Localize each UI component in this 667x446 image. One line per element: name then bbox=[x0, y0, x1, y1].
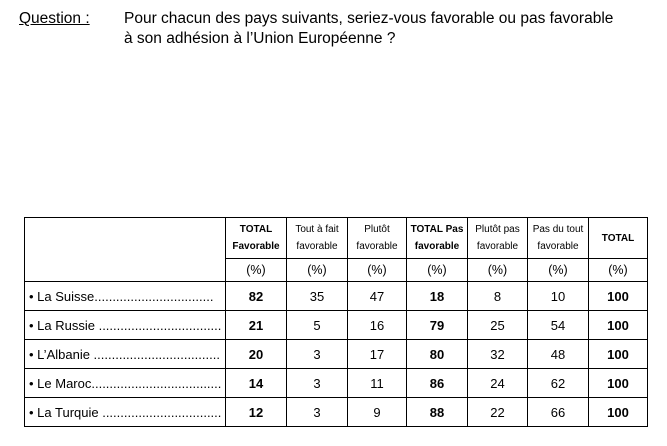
value-cell: 100 bbox=[588, 397, 648, 427]
table-row: • La Turquie ...........................… bbox=[24, 397, 648, 427]
value-cell: 16 bbox=[347, 310, 407, 340]
header-row: TOTAL Favorable Tout à fait favorable Plutôt… bbox=[24, 217, 648, 282]
column-header-line1: TOTAL bbox=[239, 224, 273, 235]
value-cell: 100 bbox=[588, 339, 648, 369]
country-label: • La Suisse.............................… bbox=[24, 281, 226, 311]
country-label: • La Turquie ...........................… bbox=[24, 397, 226, 427]
value-cell: 24 bbox=[467, 368, 528, 398]
value-cell: 48 bbox=[527, 339, 589, 369]
column-header-2: Plutôt favorable bbox=[347, 217, 407, 259]
country-label: • La Russie ............................… bbox=[24, 310, 226, 340]
table-row: • Le Maroc..............................… bbox=[24, 368, 648, 398]
value-cell: 100 bbox=[588, 281, 648, 311]
value-cell: 86 bbox=[406, 368, 468, 398]
column-header-3: TOTAL Pas favorable bbox=[406, 217, 468, 259]
value-cell: 25 bbox=[467, 310, 528, 340]
column-header-line1: Tout à fait bbox=[295, 224, 339, 235]
value-cell: 11 bbox=[347, 368, 407, 398]
column-header-line2: favorable bbox=[356, 241, 398, 252]
value-cell: 9 bbox=[347, 397, 407, 427]
value-cell: 5 bbox=[286, 310, 348, 340]
country-label: • Le Maroc..............................… bbox=[24, 368, 226, 398]
value-cell: 8 bbox=[467, 281, 528, 311]
question-label: Question : bbox=[19, 10, 90, 27]
value-cell: 35 bbox=[286, 281, 348, 311]
value-cell: 79 bbox=[406, 310, 468, 340]
column-header-6: TOTAL bbox=[588, 217, 648, 259]
column-unit-1: (%) bbox=[286, 258, 348, 282]
column-header-line1: TOTAL bbox=[601, 232, 635, 244]
column-header-line2: favorable bbox=[414, 241, 460, 252]
value-cell: 17 bbox=[347, 339, 407, 369]
column-unit-6: (%) bbox=[588, 258, 648, 282]
column-header-line2: favorable bbox=[476, 241, 519, 252]
value-cell: 54 bbox=[527, 310, 589, 340]
column-header-line1: Plutôt bbox=[364, 224, 390, 235]
column-header-1: Tout à fait favorable bbox=[286, 217, 348, 259]
column-header-line1: Pas du tout bbox=[532, 224, 584, 235]
column-header-line2: Favorable bbox=[232, 241, 280, 252]
table-row: • La Russie ............................… bbox=[24, 310, 648, 340]
value-cell: 10 bbox=[527, 281, 589, 311]
column-header-line1: TOTAL Pas bbox=[410, 224, 464, 235]
value-cell: 3 bbox=[286, 339, 348, 369]
question-text: Pour chacun des pays suivants, seriez-vo… bbox=[124, 9, 664, 49]
column-unit-2: (%) bbox=[347, 258, 407, 282]
results-table: TOTAL Favorable Tout à fait favorable Plutôt… bbox=[24, 217, 648, 427]
column-header-0: TOTAL Favorable bbox=[225, 217, 287, 259]
value-cell: 20 bbox=[225, 339, 287, 369]
question-line-1: Pour chacun des pays suivants, seriez-vo… bbox=[124, 10, 614, 27]
value-cell: 88 bbox=[406, 397, 468, 427]
column-header-line2: favorable bbox=[296, 241, 338, 252]
column-unit-5: (%) bbox=[527, 258, 589, 282]
value-cell: 62 bbox=[527, 368, 589, 398]
column-header-line2: favorable bbox=[537, 241, 579, 252]
table-row: • La Suisse.............................… bbox=[24, 281, 648, 311]
column-unit-3: (%) bbox=[406, 258, 468, 282]
value-cell: 80 bbox=[406, 339, 468, 369]
value-cell: 82 bbox=[225, 281, 287, 311]
value-cell: 47 bbox=[347, 281, 407, 311]
header-blank-cell bbox=[24, 217, 226, 282]
column-unit-4: (%) bbox=[467, 258, 528, 282]
value-cell: 12 bbox=[225, 397, 287, 427]
value-cell: 100 bbox=[588, 310, 648, 340]
value-cell: 18 bbox=[406, 281, 468, 311]
value-cell: 32 bbox=[467, 339, 528, 369]
unit-row: (%) (%) (%) (%) (%) (%) (%) bbox=[25, 258, 648, 282]
table-row: • L’Albanie ............................… bbox=[24, 339, 648, 369]
value-cell: 21 bbox=[225, 310, 287, 340]
value-cell: 22 bbox=[467, 397, 528, 427]
value-cell: 66 bbox=[527, 397, 589, 427]
value-cell: 3 bbox=[286, 368, 348, 398]
country-label: • L’Albanie ............................… bbox=[24, 339, 226, 369]
value-cell: 100 bbox=[588, 368, 648, 398]
column-header-4: Plutôt pas favorable bbox=[467, 217, 528, 259]
question-line-2: à son adhésion à l’Union Européenne ? bbox=[124, 30, 396, 47]
value-cell: 3 bbox=[286, 397, 348, 427]
column-header-line1: Plutôt pas bbox=[475, 224, 520, 235]
column-header-5: Pas du tout favorable bbox=[527, 217, 589, 259]
value-cell: 14 bbox=[225, 368, 287, 398]
column-unit-0: (%) bbox=[225, 258, 287, 282]
